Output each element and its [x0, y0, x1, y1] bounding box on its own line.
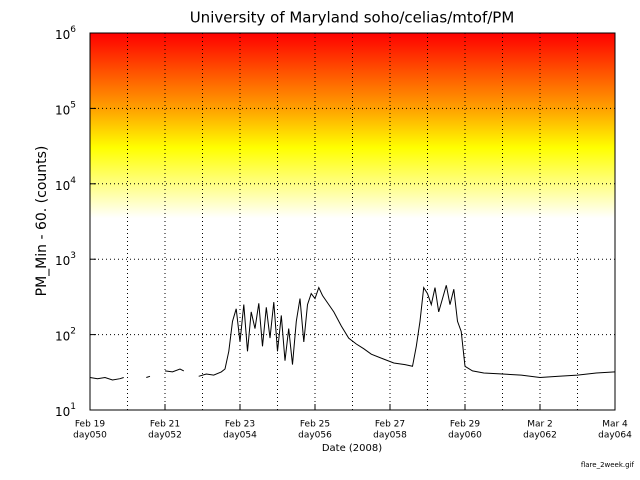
x-tick-label: Mar 4	[602, 420, 628, 430]
x-axis-label: Date (2008)	[322, 443, 382, 454]
y-tick-exponent: 5	[70, 100, 76, 110]
y-tick-exponent: 4	[70, 175, 76, 185]
y-tick-exponent: 2	[70, 326, 76, 336]
x-tick-label: Feb 29	[450, 420, 481, 430]
x-tick-label: Feb 23	[225, 420, 255, 430]
x-tick-day-label: day056	[298, 431, 332, 441]
x-tick-day-label: day054	[223, 431, 257, 441]
y-tick-base: 10	[55, 329, 70, 343]
y-tick-label: 102	[55, 326, 76, 343]
x-tick-label: Mar 2	[527, 420, 553, 430]
y-tick-base: 10	[55, 178, 70, 192]
x-tick-label: Feb 27	[375, 420, 405, 430]
y-tick-label: 106	[55, 25, 76, 42]
x-tick-label: Feb 19	[75, 420, 106, 430]
x-tick-day-label: day052	[148, 431, 182, 441]
y-tick-label: 101	[55, 402, 76, 419]
x-tick-day-label: day050	[73, 431, 107, 441]
y-tick-base: 10	[55, 28, 70, 42]
y-tick-base: 10	[55, 254, 70, 268]
chart-title: University of Maryland soho/celias/mtof/…	[190, 9, 515, 27]
y-tick-exponent: 1	[70, 402, 76, 412]
y-axis-label: PM_Min - 60. (counts)	[34, 146, 50, 297]
y-tick-label: 104	[55, 175, 76, 192]
plot-frame	[89, 32, 616, 411]
x-tick-label: Feb 25	[300, 420, 330, 430]
y-tick-label: 105	[55, 100, 76, 117]
y-tick-exponent: 3	[70, 251, 76, 261]
data-line	[89, 285, 616, 381]
y-tick-exponent: 6	[70, 25, 76, 35]
x-tick-day-label: day062	[523, 431, 557, 441]
x-tick-label: Feb 21	[150, 420, 180, 430]
y-tick-base: 10	[55, 405, 70, 419]
y-tick-label: 103	[55, 251, 76, 268]
y-tick-base: 10	[55, 103, 70, 117]
x-tick-day-label: day064	[598, 431, 632, 441]
footer: flare_2week.gif	[581, 461, 635, 469]
x-tick-day-label: day060	[448, 431, 482, 441]
x-tick-day-label: day058	[373, 431, 407, 441]
